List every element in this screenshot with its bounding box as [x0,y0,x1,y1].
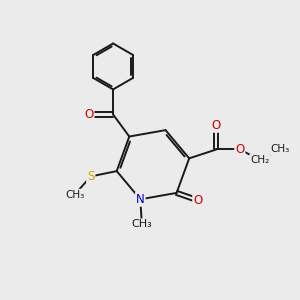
Text: CH₃: CH₃ [270,145,290,154]
Text: CH₃: CH₃ [131,219,152,229]
Text: O: O [84,108,94,121]
Text: O: O [235,143,244,156]
Text: CH₃: CH₃ [65,190,84,200]
Text: S: S [87,170,94,183]
Text: O: O [212,119,221,132]
Text: N: N [136,193,145,206]
Text: CH₂: CH₂ [250,155,269,165]
Text: O: O [193,194,203,207]
